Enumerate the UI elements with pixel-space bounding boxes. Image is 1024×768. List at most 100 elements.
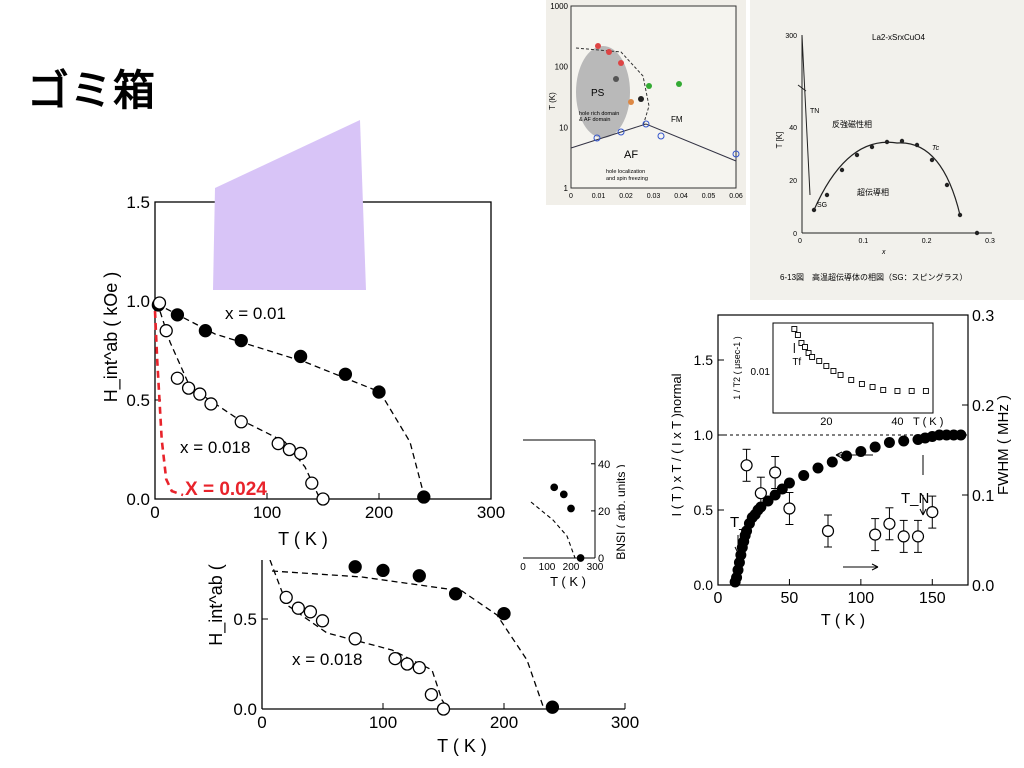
- series-annotation: x = 0.018: [180, 438, 250, 457]
- open-data-point: [181, 381, 196, 395]
- right-arrow: [843, 563, 879, 571]
- filled-data-point: [170, 308, 185, 322]
- phase-data-point: [869, 144, 875, 150]
- x-tick-label: 300: [587, 562, 604, 573]
- series-annotation: x = 0.018: [292, 650, 362, 669]
- phase-diagram-2: 0 20 40 300 0 0.1 0.2 0.3 x T [K] La2-xSrxCuO4 TN 反強…: [775, 33, 995, 282]
- phase-data-point: [642, 120, 650, 128]
- open-data-point: [436, 702, 451, 716]
- y-tick-label: 0: [793, 231, 797, 238]
- phase-label: Tc: [932, 145, 940, 152]
- y-tick-label: 20: [598, 506, 610, 518]
- inset-data-point: [880, 387, 887, 393]
- open-data-point: [769, 466, 782, 479]
- inset-data-point: [791, 326, 798, 332]
- phase-data-point: [606, 49, 612, 55]
- inset-x-axis-label: T ( K ): [913, 416, 943, 428]
- filled-data-point: [376, 563, 390, 578]
- open-data-point: [869, 528, 882, 541]
- x-axis-label: T ( K ): [437, 736, 487, 756]
- y-axis-label: I ( T ) x T / ( I x T )normal: [669, 373, 684, 516]
- x-tick-label: 300: [477, 503, 505, 522]
- region-label: and spin freezing: [606, 176, 648, 182]
- x-tick-label: 100: [539, 562, 556, 573]
- inset-data-point: [908, 388, 915, 394]
- x-tick-label: 0: [798, 238, 802, 245]
- phase-diagram-2-panel: 0 20 40 300 0 0.1 0.2 0.3 x T [K] La2-xSrxCuO4 TN 反強…: [750, 0, 1024, 300]
- x-tick-label: 0: [257, 713, 266, 732]
- y2-tick-label: 0.2: [972, 398, 994, 415]
- filled-data-point: [497, 606, 511, 621]
- phase-data-point: [899, 138, 905, 144]
- x-tick-label: 100: [369, 713, 397, 732]
- y-tick-label: 100: [555, 63, 569, 72]
- filled-data-point: [576, 554, 585, 562]
- phase-data-point: [676, 81, 682, 87]
- inset-data-point: [798, 340, 805, 346]
- open-data-point: [271, 436, 285, 451]
- open-data-point: [279, 590, 293, 605]
- filled-data-point: [338, 367, 353, 381]
- open-data-point: [911, 530, 925, 543]
- open-data-point: [159, 324, 173, 338]
- ps-region: [576, 46, 630, 138]
- open-data-point: [388, 651, 402, 666]
- phase-data-point: [824, 192, 830, 198]
- y-tick-label: 0: [598, 553, 604, 565]
- plot-background: [262, 545, 645, 709]
- y-tick-label: 1.0: [694, 427, 714, 443]
- open-data-point: [316, 492, 330, 506]
- filled-data-point: [417, 490, 431, 504]
- y-tick-label: 0.5: [694, 502, 714, 518]
- phase-label: TN: [810, 108, 819, 115]
- inset-tf-annotation: Tf: [792, 357, 801, 368]
- filled-data-point: [567, 504, 575, 513]
- x-axis-label: T ( K ): [821, 612, 865, 629]
- filled-data-point: [293, 349, 308, 364]
- x-tick-label: 200: [365, 503, 393, 522]
- red-annotation: X = 0.024: [185, 479, 267, 500]
- phase-data-point: [974, 230, 980, 236]
- y-axis-label: T (K): [548, 92, 557, 110]
- phase-data-point: [944, 182, 950, 188]
- phase-data-point: [628, 99, 634, 105]
- back-chart: 0 100 200 300 0.0 0.5 x = 0.018 T ( K ) H_int^ab…: [206, 545, 645, 756]
- open-data-point: [400, 657, 414, 671]
- inset-data-point: [837, 372, 844, 378]
- x-tick-label: 50: [781, 590, 799, 607]
- region-label: PS: [591, 88, 605, 99]
- y-tick-label: 300: [785, 33, 797, 40]
- y-tick-label: 40: [598, 459, 610, 471]
- y-axis-label: H_int^ab ( kOe ): [101, 272, 122, 403]
- x-tick-label: 0.01: [592, 193, 606, 200]
- phase-diagram-1: 1 10 100 1000 0 0.01 0.02 0.03 0.04 0.05 0.06 T (K)…: [548, 2, 743, 200]
- y-tick-label: 1.0: [126, 292, 150, 311]
- x-tick-label: 200: [563, 562, 580, 573]
- inset-data-point: [922, 388, 929, 394]
- region-label: FM: [671, 115, 683, 124]
- phase-data-point: [914, 142, 920, 148]
- y-tick-label: 1.5: [694, 352, 714, 368]
- open-data-point: [303, 605, 318, 619]
- filled-data-point: [559, 490, 568, 499]
- region-label: hole rich domain: [579, 111, 619, 117]
- y-tick-label: 0.0: [694, 577, 714, 593]
- phase-data-point: [617, 128, 625, 136]
- phase-data-point: [618, 60, 624, 66]
- phase-data-point: [929, 157, 935, 163]
- open-data-point: [740, 459, 753, 472]
- tc-dome: [813, 141, 961, 216]
- phase-data-point: [884, 139, 890, 145]
- x-tick-label: 300: [611, 713, 639, 732]
- open-data-point: [170, 371, 185, 385]
- filled-data-point: [372, 385, 386, 399]
- open-data-point: [293, 446, 308, 461]
- filled-data-point: [841, 450, 853, 462]
- inset-y-axis-label: 1 / T2 ( μsec-1 ): [732, 336, 742, 400]
- filled-data-point: [448, 587, 463, 601]
- phase-data-point: [854, 152, 860, 158]
- phase-diagram-title: La2-xSrxCuO4: [872, 33, 925, 42]
- filled-data-point: [869, 441, 881, 453]
- phase-data-point: [595, 43, 601, 49]
